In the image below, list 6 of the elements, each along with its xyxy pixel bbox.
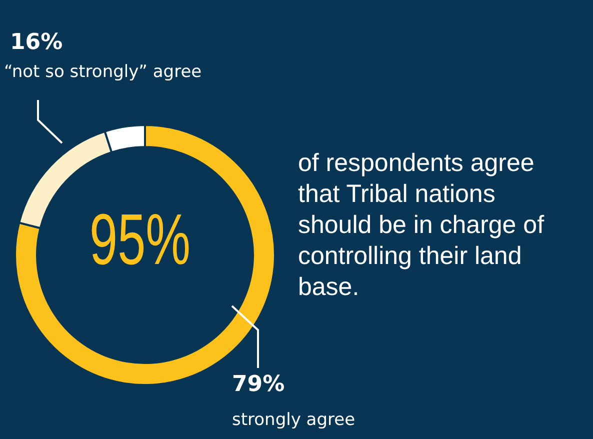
- slice-label: “not so strongly” agree: [4, 62, 202, 82]
- text: of respondents agree that Tribal nations should be in charge of controlling their land base.: [298, 148, 546, 303]
- text: 95%: [88, 199, 192, 282]
- data-label: 16%: [10, 30, 63, 55]
- slice-label: strongly agree: [232, 410, 356, 430]
- data-label: 79%: [232, 372, 285, 397]
